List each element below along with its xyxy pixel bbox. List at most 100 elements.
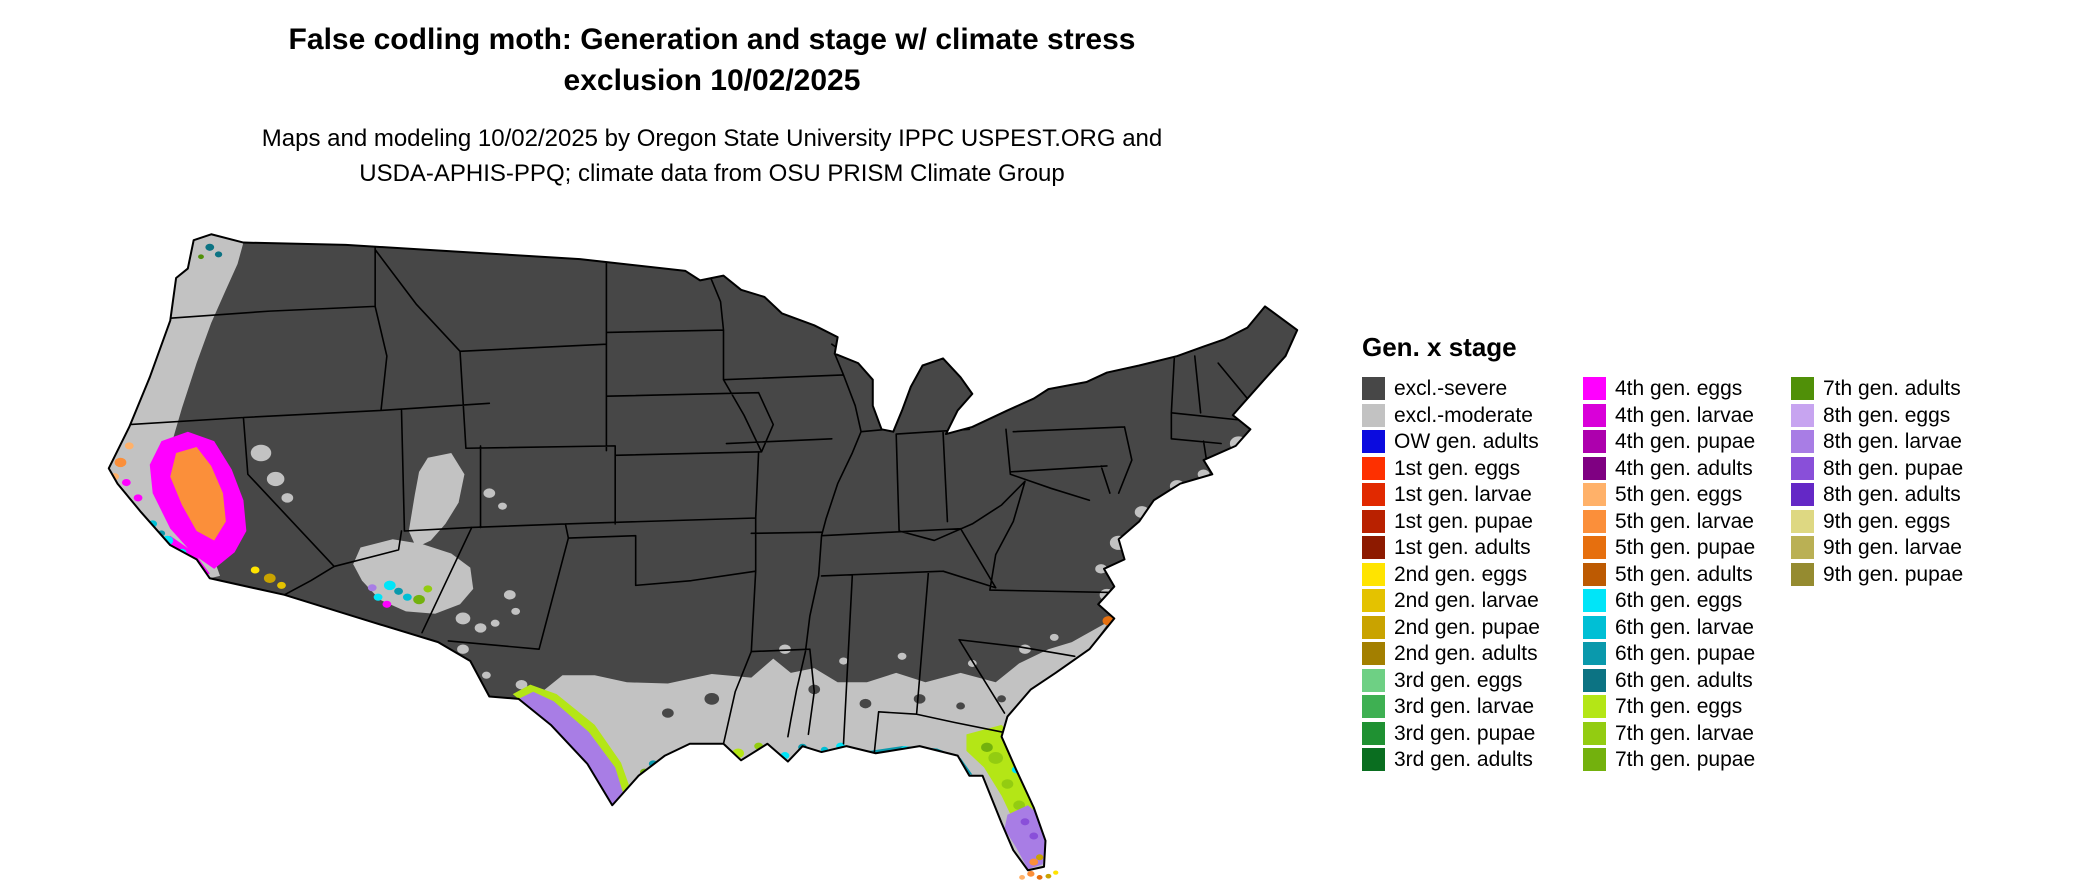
legend-label: 8th gen. larvae [1823,430,1962,453]
legend-swatch-g7_eggs [1583,695,1606,718]
legend-item-g6_adults: 6th gen. adults [1583,668,1791,692]
legend-label: 4th gen. pupae [1615,430,1756,453]
legend-swatch-excl_moderate [1362,403,1385,427]
legend-item-g4_pupae: 4th gen. pupae [1583,430,1791,453]
map-region-arizona [367,580,433,608]
legend-swatch-g2_eggs [1362,562,1385,586]
legend-swatch-g2_larvae [1362,589,1385,612]
legend-label: 1st gen. pupae [1394,509,1533,533]
map-title-line1: False codling moth: Generation and stage… [288,23,1136,56]
legend-item-excl_moderate: excl.-moderate [1362,403,1583,427]
legend-label: 9th gen. pupae [1823,562,1964,586]
legend-label: 3rd gen. larvae [1394,695,1535,718]
legend-swatch-g6_adults [1583,668,1606,692]
legend-title: Gen. x stage [1362,332,1517,362]
legend-item-g1_adults: 1st gen. adults [1362,536,1583,559]
legend-label: 6th gen. larvae [1615,615,1754,639]
legend-swatch-g1_adults [1362,536,1385,559]
legend-label: 7th gen. pupae [1615,748,1756,771]
us-map [100,226,1306,888]
legend-item-g7_adults: 7th gen. adults [1791,377,1963,400]
legend-item-g2_adults: 2nd gen. adults [1362,642,1583,665]
legend-swatch-g3_adults [1362,748,1385,771]
legend-swatch-g4_pupae [1583,430,1606,453]
legend-label: 4th gen. eggs [1615,377,1743,400]
legend-item-g1_pupae: 1st gen. pupae [1362,509,1583,533]
legend-label: 5th gen. larvae [1615,509,1754,533]
legend-label: 2nd gen. eggs [1394,562,1528,586]
legend-item-g4_adults: 4th gen. adults [1583,456,1791,480]
legend-label: 7th gen. eggs [1615,695,1743,718]
legend-item-g7_eggs: 7th gen. eggs [1583,695,1791,718]
map-mottling-severe [662,684,1006,718]
legend-swatch-g5_pupae [1583,536,1606,559]
legend-swatch-ow_adults [1362,430,1385,453]
legend-label: 6th gen. eggs [1615,589,1743,612]
legend-column-1: excl.-severe excl.-moderate OW gen. adults… [1362,377,1583,775]
legend-label: 6th gen. pupae [1615,642,1756,665]
legend-swatch-g3_larvae [1362,695,1385,718]
legend-item-g4_eggs: 4th gen. eggs [1583,377,1791,400]
legend-label: OW gen. adults [1394,430,1539,453]
legend-item-g7_pupae: 7th gen. pupae [1583,748,1791,771]
legend-label: 2nd gen. adults [1394,642,1538,665]
legend-item-g9_larvae: 9th gen. larvae [1791,536,1963,559]
legend-item-ow_adults: OW gen. adults [1362,430,1583,453]
legend-swatch-g7_larvae [1583,721,1606,745]
state-borders [129,240,1247,753]
legend-swatch-g3_eggs [1362,668,1385,692]
legend-item-g2_eggs: 2nd gen. eggs [1362,562,1583,586]
legend-swatch-g1_larvae [1362,483,1385,506]
legend-swatch-g4_adults [1583,456,1606,480]
map-subtitle-line2: USDA-APHIS-PPQ; climate data from OSU PR… [359,159,1065,187]
legend-item-excl_severe: excl.-severe [1362,377,1583,400]
legend-swatch-g9_pupae [1791,562,1814,586]
legend-column-3: 7th gen. adults 8th gen. eggs 8th gen. lar… [1791,377,1963,589]
legend-item-g9_pupae: 9th gen. pupae [1791,562,1964,586]
legend-label: 9th gen. larvae [1823,536,1962,559]
legend-item-g3_adults: 3rd gen. adults [1362,748,1583,771]
legend-item-g7_larvae: 7th gen. larvae [1583,721,1791,745]
legend-label: 5th gen. adults [1615,562,1753,586]
legend-label: 2nd gen. larvae [1394,589,1539,612]
legend-item-g5_pupae: 5th gen. pupae [1583,536,1791,559]
legend-swatch-g4_larvae [1583,403,1606,427]
legend-label: 2nd gen. pupae [1394,615,1540,639]
legend-item-g5_eggs: 5th gen. eggs [1583,483,1791,506]
legend-item-g8_eggs: 8th gen. eggs [1791,403,1963,427]
legend-swatch-g5_adults [1583,562,1606,586]
legend-label: 4th gen. larvae [1615,403,1754,427]
legend-label: 9th gen. eggs [1823,509,1951,533]
legend-item-g4_larvae: 4th gen. larvae [1583,403,1791,427]
legend-swatch-g6_pupae [1583,642,1606,665]
legend-item-g3_eggs: 3rd gen. eggs [1362,668,1583,692]
legend-item-g8_larvae: 8th gen. larvae [1791,430,1963,453]
legend-label: excl.-severe [1394,377,1508,400]
us-map-svg [100,226,1306,880]
legend-label: 8th gen. adults [1823,483,1961,506]
legend-item-g9_eggs: 9th gen. eggs [1791,509,1963,533]
legend-swatch-g8_adults [1791,483,1814,506]
legend-label: 7th gen. adults [1823,377,1961,400]
legend-label: 5th gen. eggs [1615,483,1743,506]
conus-outline [109,234,1297,870]
legend-item-g6_larvae: 6th gen. larvae [1583,615,1791,639]
legend-item-g1_larvae: 1st gen. larvae [1362,483,1583,506]
legend-swatch-g7_adults [1791,377,1814,400]
legend-label: 1st gen. larvae [1394,483,1532,506]
legend-swatch-g8_pupae [1791,456,1814,480]
legend-swatch-g7_pupae [1583,748,1606,771]
legend-swatch-g8_larvae [1791,430,1814,453]
legend-item-g6_pupae: 6th gen. pupae [1583,642,1791,665]
map-region-florida-keys [1019,870,1059,880]
legend-item-g5_adults: 5th gen. adults [1583,562,1791,586]
map-subtitle: Maps and modeling 10/02/2025 by Oregon S… [262,122,1162,192]
legend-swatch-g6_eggs [1583,589,1606,612]
legend: Gen. x stage excl.-severe excl.-moderate O… [1362,332,1963,775]
legend-swatch-g5_eggs [1583,483,1606,506]
legend-label: 7th gen. larvae [1615,721,1754,745]
legend-label: 1st gen. adults [1394,536,1531,559]
legend-swatch-g8_eggs [1791,403,1814,427]
legend-item-g3_pupae: 3rd gen. pupae [1362,721,1583,745]
